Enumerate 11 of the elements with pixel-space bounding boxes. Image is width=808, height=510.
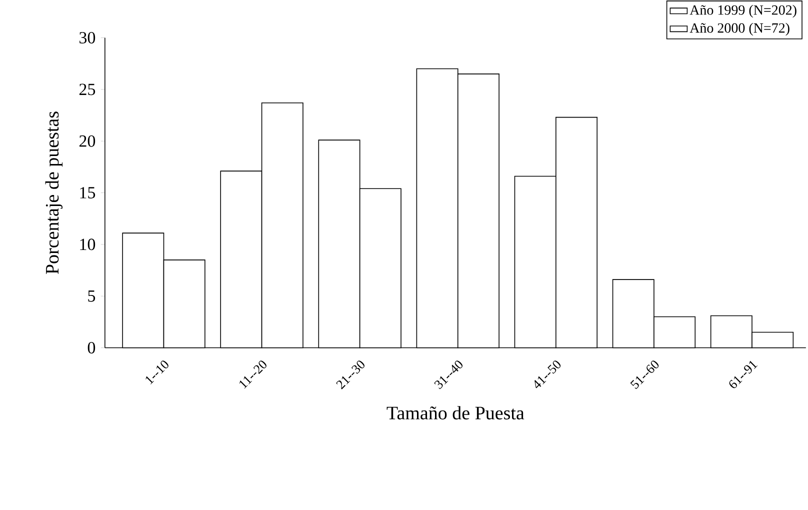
y-axis-title: Porcentaje de puestas [45,112,63,274]
y-tick-label: 20 [79,135,96,147]
y-tick-label: 25 [79,84,96,96]
x-axis-title: Tamaño de Puesta [386,406,524,420]
y-tick-label: 30 [80,32,96,44]
y-tick-label: 10 [80,238,96,250]
y-tick-label: 0 [88,342,96,354]
legend-label: Año 1999 (N=202) [690,4,796,18]
y-tick-label: 15 [80,187,96,198]
y-tick-label: 5 [88,290,96,302]
legend-label: Año 2000 (N=72) [690,22,790,36]
